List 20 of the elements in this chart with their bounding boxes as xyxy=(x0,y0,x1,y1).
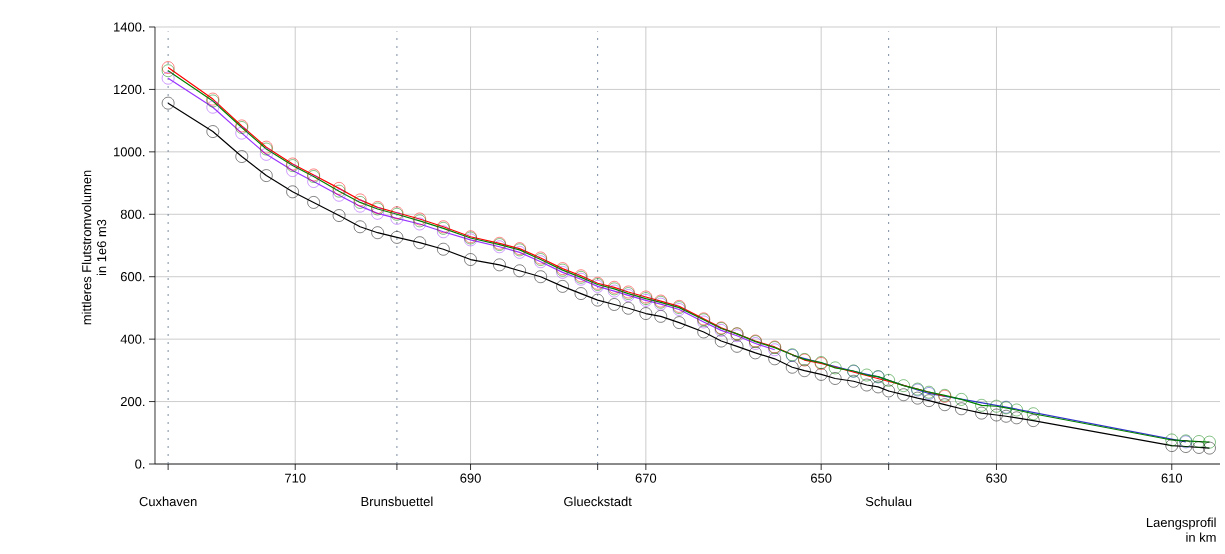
y-tick-label: 1400. xyxy=(114,22,145,32)
y-axis-title: mittleres Flutstromvolumen in 1e6 m3 xyxy=(81,170,107,325)
x-tick-label: 630 xyxy=(986,473,1007,483)
x-tick-label: 710 xyxy=(285,473,306,483)
y-tick-label: 800. xyxy=(120,209,145,219)
y-tick-label: 0. xyxy=(135,459,145,469)
x-tick-label: 670 xyxy=(635,473,657,483)
y-tick-label: 1000. xyxy=(114,147,145,157)
y-tick-label: 200. xyxy=(120,396,145,407)
x-tick-label: 690 xyxy=(460,473,481,483)
ref-line-label: Schulau xyxy=(865,496,912,507)
x-axis-title: Laengsprofil in km xyxy=(1146,517,1216,542)
ref-line-label: Glueckstadt xyxy=(564,496,632,507)
y-tick-label: 400. xyxy=(120,334,145,344)
x-tick-label: 610 xyxy=(1161,473,1183,483)
ref-line-label: Brunsbuettel xyxy=(361,496,433,507)
ref-line-label: Cuxhaven xyxy=(139,496,197,507)
y-tick-label: 1200. xyxy=(114,84,145,95)
x-tick-label: 650 xyxy=(811,473,832,483)
y-tick-label: 600. xyxy=(120,272,145,282)
